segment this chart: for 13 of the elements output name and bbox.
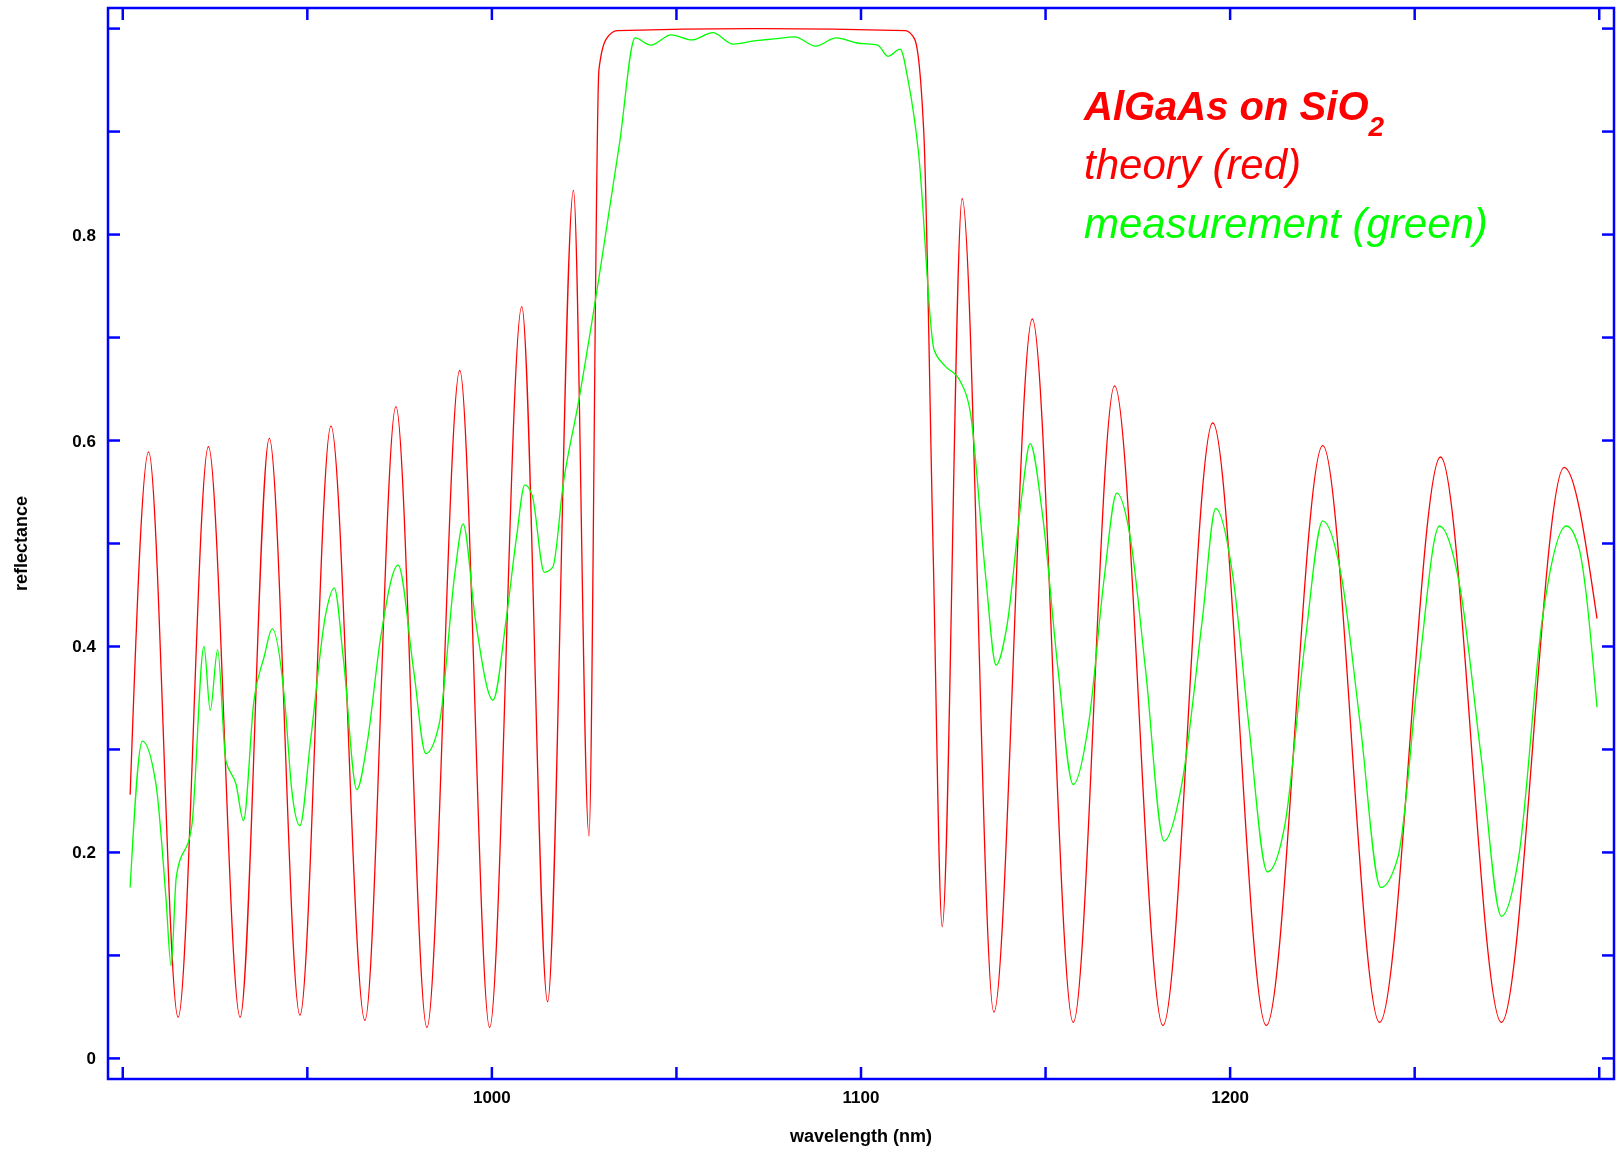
y-axis-title: reflectance: [11, 495, 31, 592]
y-tick-label: 0: [86, 1049, 96, 1069]
annotation: AlGaAs on SiO$_{2}$: [1083, 84, 1385, 142]
x-tick-label: 1100: [842, 1088, 880, 1107]
y-tick-label: 0.4: [72, 637, 97, 657]
annotation: theory (red): [1084, 141, 1302, 188]
x-tick-label: 1200: [1211, 1088, 1250, 1107]
x-axis-title: wavelength (nm): [788, 1126, 933, 1146]
y-tick-label: 0.6: [72, 431, 96, 451]
x-tick-label: 1000: [472, 1088, 511, 1107]
y-tick-label: 0.2: [72, 843, 96, 863]
annotation: measurement (green): [1084, 200, 1488, 247]
y-tick-label: 0.8: [72, 225, 96, 245]
